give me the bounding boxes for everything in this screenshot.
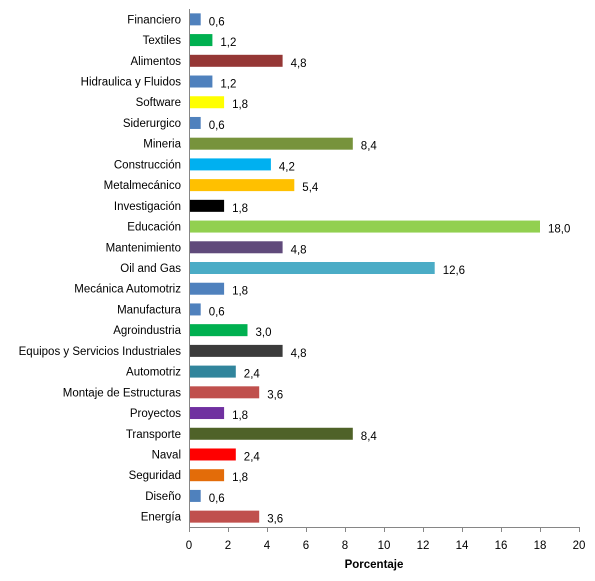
category-label: Oil and Gas bbox=[120, 263, 181, 275]
value-label: 1,8 bbox=[232, 410, 248, 422]
category-label: Financiero bbox=[127, 14, 181, 26]
category-label: Diseño bbox=[145, 491, 181, 503]
bar bbox=[190, 13, 201, 26]
category-label: Alimentos bbox=[131, 56, 182, 68]
value-label: 5,4 bbox=[302, 182, 319, 194]
bar bbox=[190, 96, 225, 109]
bar bbox=[190, 137, 353, 150]
category-label: Hidraulica y Fluidos bbox=[81, 77, 182, 89]
value-label: 1,2 bbox=[220, 37, 236, 49]
value-label: 3,0 bbox=[256, 327, 272, 339]
value-label: 4,8 bbox=[291, 348, 307, 360]
value-label: 3,6 bbox=[267, 514, 283, 526]
x-tick-label: 8 bbox=[342, 540, 348, 552]
bar bbox=[190, 262, 435, 274]
value-label: 4,2 bbox=[279, 161, 295, 173]
value-label: 8,4 bbox=[361, 141, 378, 153]
category-label: Educación bbox=[127, 222, 181, 234]
value-label: 2,4 bbox=[244, 451, 261, 463]
value-label: 0,6 bbox=[209, 120, 225, 132]
category-label: Investigación bbox=[114, 201, 181, 213]
bar bbox=[190, 324, 248, 337]
x-tick-label: 14 bbox=[456, 540, 469, 552]
category-label: Mineria bbox=[143, 139, 181, 151]
bar bbox=[190, 448, 236, 461]
value-label: 1,8 bbox=[232, 203, 248, 215]
x-tick-label: 2 bbox=[225, 540, 231, 552]
bar bbox=[190, 158, 271, 171]
value-label: 1,8 bbox=[232, 286, 248, 298]
category-label: Equipos y Servicios Industriales bbox=[19, 346, 182, 358]
bar bbox=[190, 303, 201, 316]
category-label: Textiles bbox=[143, 35, 182, 47]
value-label: 0,6 bbox=[209, 493, 225, 505]
x-tick-label: 0 bbox=[186, 540, 192, 552]
category-label: Transporte bbox=[126, 429, 181, 441]
x-axis-title: Porcentaje bbox=[345, 559, 404, 571]
bar bbox=[190, 427, 353, 440]
category-label: Proyectos bbox=[130, 408, 181, 420]
value-label: 0,6 bbox=[209, 16, 225, 28]
category-label: Agroindustria bbox=[113, 325, 181, 337]
bar bbox=[190, 75, 213, 88]
value-label: 1,2 bbox=[220, 79, 236, 91]
category-label: Software bbox=[136, 97, 181, 109]
value-label: 4,8 bbox=[291, 244, 307, 256]
value-labels: 0,6 1,2 4,8 1,2 1,8 0,6 8,4 4,2 5,4 1,8 18,0 4,8 12,… bbox=[209, 16, 571, 525]
value-label: 1,8 bbox=[232, 99, 248, 111]
value-label: 18,0 bbox=[548, 224, 570, 236]
value-label: 3,6 bbox=[267, 389, 283, 401]
x-tick-label: 10 bbox=[378, 540, 391, 552]
bar bbox=[190, 220, 540, 233]
x-tick-label: 16 bbox=[495, 540, 508, 552]
category-label: Siderurgico bbox=[123, 118, 181, 130]
x-tick-label: 18 bbox=[534, 540, 547, 552]
bar bbox=[190, 282, 225, 295]
value-label: 4,8 bbox=[291, 58, 307, 70]
bar bbox=[190, 199, 225, 212]
bar bbox=[190, 116, 201, 129]
value-label: 2,4 bbox=[244, 369, 261, 381]
bar bbox=[190, 469, 225, 482]
bar bbox=[190, 241, 283, 254]
category-label: Automotriz bbox=[126, 367, 181, 379]
x-tick-label: 6 bbox=[303, 540, 309, 552]
category-labels: Financiero Textiles Alimentos Hidraulica y … bbox=[19, 14, 182, 523]
value-label: 12,6 bbox=[443, 265, 465, 277]
bar bbox=[190, 407, 225, 420]
bar bbox=[190, 54, 283, 67]
category-label: Construcción bbox=[114, 159, 181, 171]
bars bbox=[190, 13, 540, 523]
bar bbox=[190, 510, 260, 523]
bar bbox=[190, 386, 260, 399]
category-label: Energía bbox=[141, 512, 182, 524]
x-tick-label: 4 bbox=[264, 540, 271, 552]
bar bbox=[190, 365, 236, 378]
bar bbox=[190, 179, 295, 192]
x-tick-label: 12 bbox=[417, 540, 430, 552]
x-tick-labels: 0 2 4 6 8 10 12 14 16 18 20 bbox=[186, 540, 586, 552]
bar bbox=[190, 344, 283, 357]
bar bbox=[190, 34, 213, 47]
category-label: Mantenimiento bbox=[106, 242, 181, 254]
category-label: Naval bbox=[152, 449, 181, 461]
category-label: Metalmecánico bbox=[104, 180, 181, 192]
category-label: Manufactura bbox=[117, 304, 182, 316]
x-tick-label: 20 bbox=[573, 540, 586, 552]
category-label: Mecánica Automotriz bbox=[74, 284, 181, 296]
value-label: 8,4 bbox=[361, 431, 378, 443]
category-label: Seguridad bbox=[129, 470, 181, 482]
x-axis-ticks bbox=[189, 527, 580, 532]
category-label: Montaje de Estructuras bbox=[63, 387, 182, 399]
value-label: 1,8 bbox=[232, 472, 248, 484]
bar bbox=[190, 489, 201, 502]
value-label: 0,6 bbox=[209, 306, 225, 318]
